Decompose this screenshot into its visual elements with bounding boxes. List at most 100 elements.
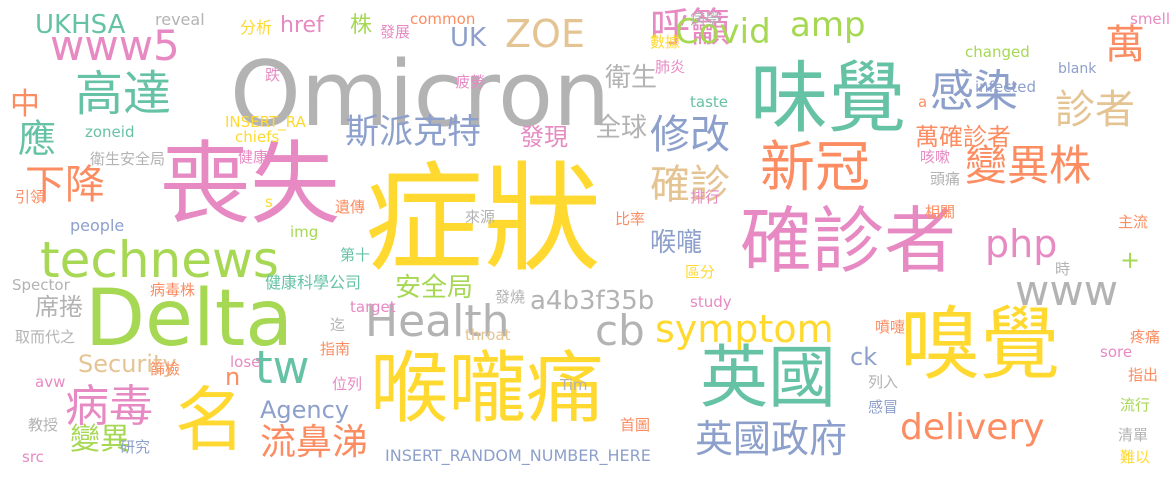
word-cloud-term: 萬 [1105, 22, 1145, 68]
word-cloud-term: a4b3f35b [530, 286, 655, 316]
word-cloud-term: Agency [260, 396, 350, 424]
word-cloud-term: s [265, 193, 273, 211]
word-cloud-term: 萬確診者 [915, 123, 1011, 151]
word-cloud-term: symptom [655, 307, 834, 351]
word-cloud-term: 頭痛 [930, 170, 961, 188]
word-cloud-term: n [225, 363, 241, 391]
word-cloud-term: 發展 [380, 23, 411, 41]
word-cloud-term: 列入 [868, 373, 899, 391]
word-cloud-term: www [1015, 266, 1119, 315]
word-cloud-term: 喉嚨痛 [370, 344, 605, 434]
word-cloud-term: 流鼻涕 [260, 422, 369, 463]
word-cloud-term: 名 [175, 379, 245, 461]
word-cloud-term: UKHSA [35, 10, 126, 40]
word-cloud-term: blank [1058, 61, 1097, 77]
word-cloud-term: 呼籲 [650, 5, 730, 51]
word-cloud-term: 新冠 [760, 135, 871, 199]
word-cloud-term: ck [850, 343, 878, 371]
word-cloud-term: lose [230, 353, 261, 371]
word-cloud-term: 發燒 [495, 288, 526, 306]
word-cloud-term: 分析 [240, 18, 273, 37]
word-cloud-term: reveal [155, 10, 205, 29]
word-cloud-term: 衛生安全局 [90, 150, 166, 168]
word-cloud-term: 相關 [925, 203, 956, 221]
word-cloud-term: 指出 [1128, 366, 1159, 384]
word-cloud-term: target [350, 298, 396, 316]
word-cloud-term: Covid [675, 12, 771, 52]
word-cloud-term: 中 [10, 87, 40, 122]
word-cloud-term: UK [450, 23, 487, 53]
word-cloud-term: 位列 [332, 375, 363, 393]
word-cloud-term: study [690, 293, 732, 311]
word-cloud-term: Spector [12, 276, 70, 294]
word-cloud-term: 變異 [70, 422, 130, 457]
word-cloud-term: 衛生 [605, 63, 658, 93]
word-cloud-term: amp [790, 5, 866, 45]
word-cloud-term: href [280, 13, 324, 38]
word-cloud-term: 變異株 [965, 141, 1092, 190]
word-cloud-term: 診者 [1055, 87, 1135, 133]
word-cloud-term: tw [255, 341, 310, 394]
word-cloud-term: 肺炎 [655, 58, 686, 76]
word-cloud-term: Health [365, 296, 510, 347]
word-cloud-term: delivery [900, 407, 1045, 448]
word-cloud-term: 疼痛 [1130, 328, 1161, 346]
word-cloud-term: + [1120, 246, 1141, 274]
word-cloud-term: 嗅覺 [900, 298, 1060, 391]
word-cloud-term: 研究 [120, 438, 151, 456]
word-cloud-term: 區分 [685, 263, 716, 281]
word-cloud-term: sore [1100, 343, 1133, 361]
word-cloud-term: changed [965, 43, 1030, 61]
word-cloud-term: 斯派克特 [345, 112, 481, 152]
word-cloud-term: 首圖 [620, 416, 651, 434]
word-cloud-term: 安全局 [395, 273, 474, 303]
word-cloud-term: avw [35, 373, 66, 391]
word-cloud-term: 修改 [650, 112, 730, 158]
word-cloud-term: 引領 [15, 188, 46, 206]
word-cloud-term: throat [465, 326, 511, 344]
word-cloud-term: chiefs [235, 128, 280, 146]
word-cloud-term: www5 [50, 21, 180, 70]
word-cloud-term: 排行 [690, 188, 721, 206]
word-cloud-term: src [22, 448, 44, 466]
word-cloud-term: 確診者 [740, 199, 957, 283]
word-cloud-term: zoneid [85, 123, 135, 141]
word-cloud-term: 喉嚨 [650, 228, 703, 258]
word-cloud-term: 感染 [930, 66, 1018, 117]
word-cloud-term: smell [1130, 10, 1170, 28]
word-cloud-term: Omicron [230, 42, 611, 147]
word-cloud-term: 疲勞 [455, 73, 486, 91]
word-cloud-term: 教授 [28, 416, 59, 434]
word-cloud-term: people [70, 216, 125, 235]
word-cloud-term: INSERT_RA [225, 113, 306, 131]
word-cloud-term: 喪失 [160, 132, 340, 237]
word-cloud-term: 健康 [238, 148, 269, 166]
word-cloud-term: 英國政府 [695, 417, 848, 461]
word-cloud-term: 流行 [1120, 396, 1151, 414]
word-cloud-term: 全球 [595, 113, 648, 143]
word-cloud-term: 跌 [265, 66, 281, 84]
word-cloud-term: a [918, 93, 928, 111]
word-cloud-term: 噴嚏 [875, 318, 906, 336]
word-cloud-term: 時 [1055, 260, 1071, 278]
word-cloud-term: cb [595, 306, 645, 355]
word-cloud-term: 來源 [465, 208, 496, 226]
word-cloud-term: Tim [560, 376, 588, 394]
word-cloud-term: 清單 [1118, 426, 1149, 444]
word-cloud-term: 健康科學公司 [265, 273, 362, 292]
word-cloud-term: taste [690, 93, 728, 111]
word-cloud-term: 株 [350, 13, 373, 38]
word-cloud-term: 遺傳 [335, 198, 366, 216]
word-cloud-term: img [290, 223, 319, 241]
word-cloud-term: 篩檢 [150, 360, 181, 378]
word-cloud-term: 難以 [1120, 448, 1151, 466]
word-cloud-term: 比率 [615, 210, 646, 228]
word-cloud-term: 病學 [690, 10, 721, 28]
word-cloud-term: 數據 [650, 33, 681, 51]
word-cloud-term: INSERT_RANDOM_NUMBER_HERE [385, 446, 651, 465]
word-cloud-term: 指南 [320, 340, 351, 358]
word-cloud-term: 病毒 [65, 381, 153, 432]
word-cloud-term: 第十 [340, 246, 371, 264]
word-cloud-term: Delta [85, 274, 294, 364]
